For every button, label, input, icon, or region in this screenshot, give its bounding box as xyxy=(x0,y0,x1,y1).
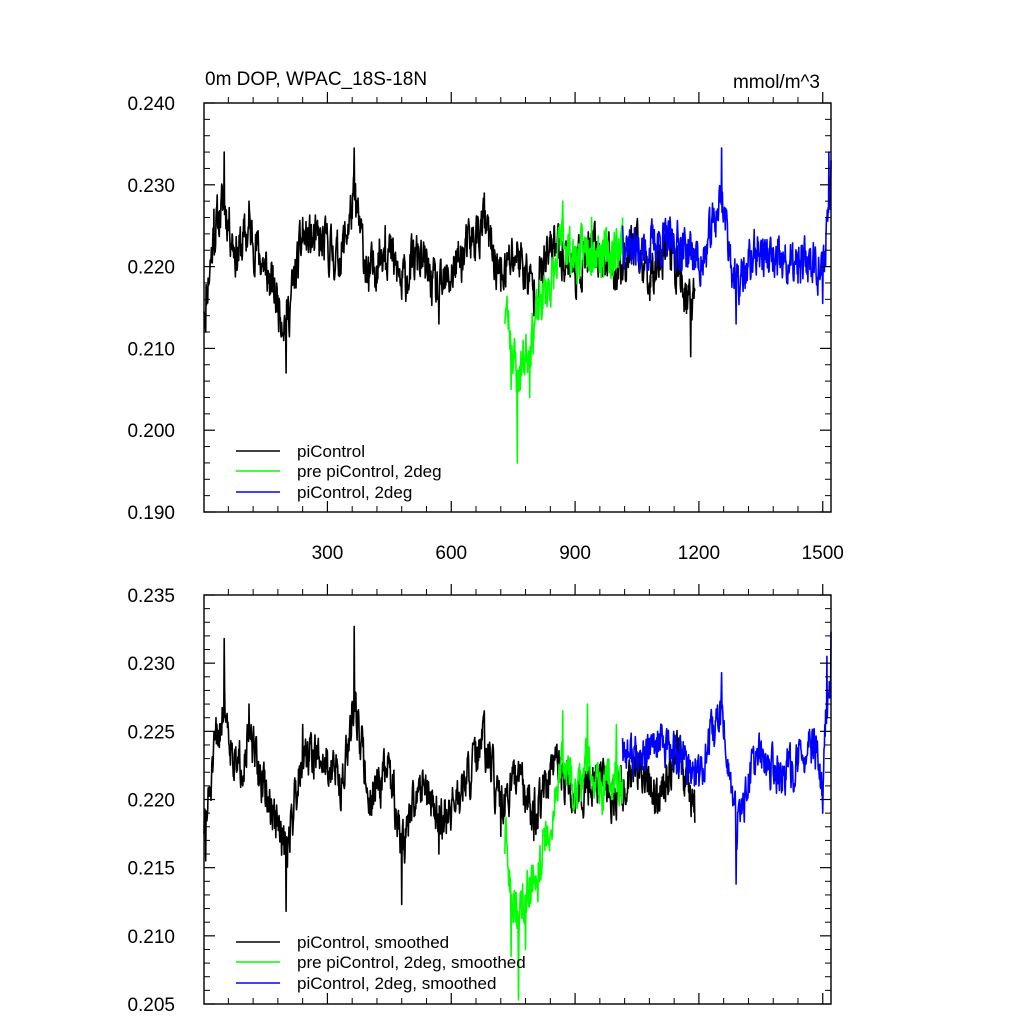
y-tick-label: 0.220 xyxy=(127,258,175,279)
series-line-picontrol xyxy=(203,147,696,374)
legend-label: piControl, 2deg xyxy=(297,483,412,502)
x-tick-label: 900 xyxy=(559,543,591,564)
y-tick-label: 0.210 xyxy=(127,927,175,948)
y-tick-label: 0.220 xyxy=(127,791,175,812)
y-tick-label: 0.210 xyxy=(127,339,175,360)
y-tick-label: 0.230 xyxy=(127,654,175,675)
y-tick-label: 0.240 xyxy=(127,94,175,115)
top-panel: 0m DOP, WPAC_18S-18N mmol/m^3 0.190 0.200… xyxy=(127,69,843,564)
bottom-panel: 0.205 0.210 0.215 0.220 0.225 0.230 0.235 piCo… xyxy=(127,584,832,1016)
y-tick-label: 0.200 xyxy=(127,421,175,442)
tick-layer: 0.205 0.210 0.215 0.220 0.225 0.230 0.235 xyxy=(127,584,831,1016)
x-tick-label: 600 xyxy=(435,543,467,564)
y-tick-label: 0.225 xyxy=(127,722,175,743)
y-tick-label: 0.230 xyxy=(127,176,175,197)
legend-label: piControl, smoothed xyxy=(297,933,449,952)
legend: piControl pre piControl, 2deg piControl,… xyxy=(236,442,442,502)
x-tick-label: 1200 xyxy=(678,543,720,564)
legend-label: piControl, 2deg, smoothed xyxy=(297,974,496,993)
x-tick-label: 300 xyxy=(312,543,344,564)
series-line-pre-picontrol-2deg-smoothed xyxy=(504,703,624,1001)
y-tick-label: 0.215 xyxy=(127,859,175,880)
y-tick-label: 0.235 xyxy=(127,586,175,607)
tick-layer: 0.190 0.200 0.210 0.220 0.230 0.240 300 600 900 1… xyxy=(127,92,844,564)
series-line-picontrol-2deg-smoothed xyxy=(621,631,832,885)
series-layer xyxy=(203,147,832,464)
series-line-pre-picontrol-2deg xyxy=(504,200,624,464)
series-line-picontrol-smoothed xyxy=(203,625,696,913)
legend-label: piControl xyxy=(297,442,365,461)
chart-title: 0m DOP, WPAC_18S-18N xyxy=(205,69,427,90)
y-tick-label: 0.190 xyxy=(127,503,175,524)
units-label: mmol/m^3 xyxy=(733,72,820,93)
plot-frame xyxy=(203,102,832,513)
legend-label: pre piControl, 2deg xyxy=(297,462,442,481)
legend: piControl, smoothed pre piControl, 2deg,… xyxy=(236,933,526,993)
x-tick-label: 1500 xyxy=(802,543,844,564)
series-layer xyxy=(203,625,832,1001)
y-tick-label: 0.205 xyxy=(127,995,175,1016)
legend-label: pre piControl, 2deg, smoothed xyxy=(297,953,526,972)
series-line-picontrol-2deg xyxy=(621,147,832,325)
